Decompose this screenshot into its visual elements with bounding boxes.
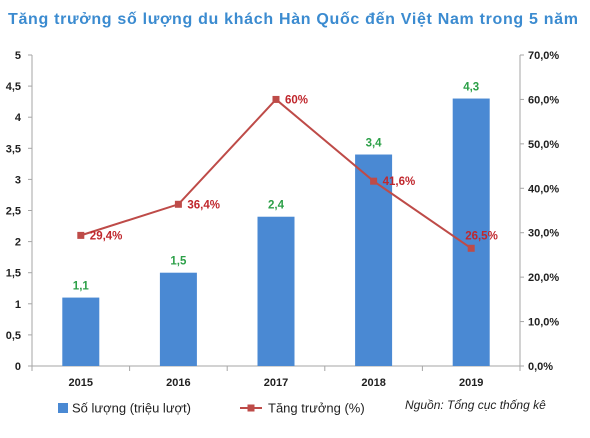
left-axis-tick-label: 5: [15, 50, 21, 62]
right-axis-tick-label: 70,0%: [528, 50, 559, 62]
line-point-marker: [77, 231, 85, 239]
right-axis-tick-label: 50,0%: [528, 139, 559, 151]
line-point-marker: [272, 95, 280, 103]
right-axis-tick-label: 20,0%: [528, 272, 559, 284]
line-point-marker: [467, 244, 475, 252]
left-axis-tick-label: 2,5: [6, 206, 21, 218]
bar-data-label: 4,3: [463, 82, 479, 94]
left-axis-tick-label: 3: [15, 174, 21, 186]
line-point-marker: [174, 200, 182, 208]
left-axis-tick-label: 3,5: [6, 143, 21, 155]
left-axis-tick-label: 0,5: [6, 330, 21, 342]
x-axis-category-label: 2017: [264, 377, 288, 389]
bar: [452, 98, 490, 366]
right-axis-tick-label: 60,0%: [528, 94, 559, 106]
line-point-marker: [370, 177, 378, 185]
legend-label-line: Tăng trưởng (%): [268, 401, 365, 416]
chart-title: Tăng trưởng số lượng du khách Hàn Quốc đ…: [8, 11, 578, 28]
left-axis-tick-label: 4,5: [6, 81, 21, 93]
left-axis-tick-label: 4: [15, 112, 22, 124]
right-axis-tick-label: 0,0%: [528, 361, 553, 373]
left-axis-tick-label: 1: [15, 299, 21, 311]
left-axis-tick-label: 1,5: [6, 268, 21, 280]
line-data-label: 60%: [285, 94, 308, 106]
bar: [257, 216, 295, 366]
line-data-label: 26,5%: [465, 230, 498, 242]
left-axis-tick-label: 2: [15, 237, 21, 249]
line-data-label: 36,4%: [187, 199, 220, 211]
legend-swatch-marker: [247, 404, 255, 412]
right-axis-tick-label: 30,0%: [528, 228, 559, 240]
bar-data-label: 1,1: [73, 281, 90, 293]
line-data-label: 41,6%: [383, 176, 416, 188]
bar: [159, 272, 197, 366]
x-axis-category-label: 2019: [459, 377, 483, 389]
line-data-label: 29,4%: [90, 230, 123, 242]
bar-data-label: 1,5: [170, 256, 187, 268]
legend-swatch-bars: [58, 403, 68, 413]
plot-area: 00,511,522,533,544,550,0%10,0%20,0%30,0%…: [6, 50, 560, 389]
legend: Số lượng (triệu lượt) Tăng trưởng (%): [58, 401, 365, 416]
x-axis-category-label: 2018: [361, 377, 385, 389]
bar-data-label: 2,4: [268, 200, 285, 212]
x-axis-category-label: 2016: [166, 377, 190, 389]
legend-label-bars: Số lượng (triệu lượt): [72, 401, 191, 416]
right-axis-tick-label: 40,0%: [528, 183, 559, 195]
source-note: Nguồn: Tổng cục thống kê: [405, 398, 546, 412]
right-axis-tick-label: 10,0%: [528, 317, 559, 329]
bar: [62, 297, 100, 366]
bar-data-label: 3,4: [366, 138, 383, 150]
x-axis-category-label: 2015: [69, 377, 93, 389]
left-axis-tick-label: 0: [15, 361, 21, 373]
